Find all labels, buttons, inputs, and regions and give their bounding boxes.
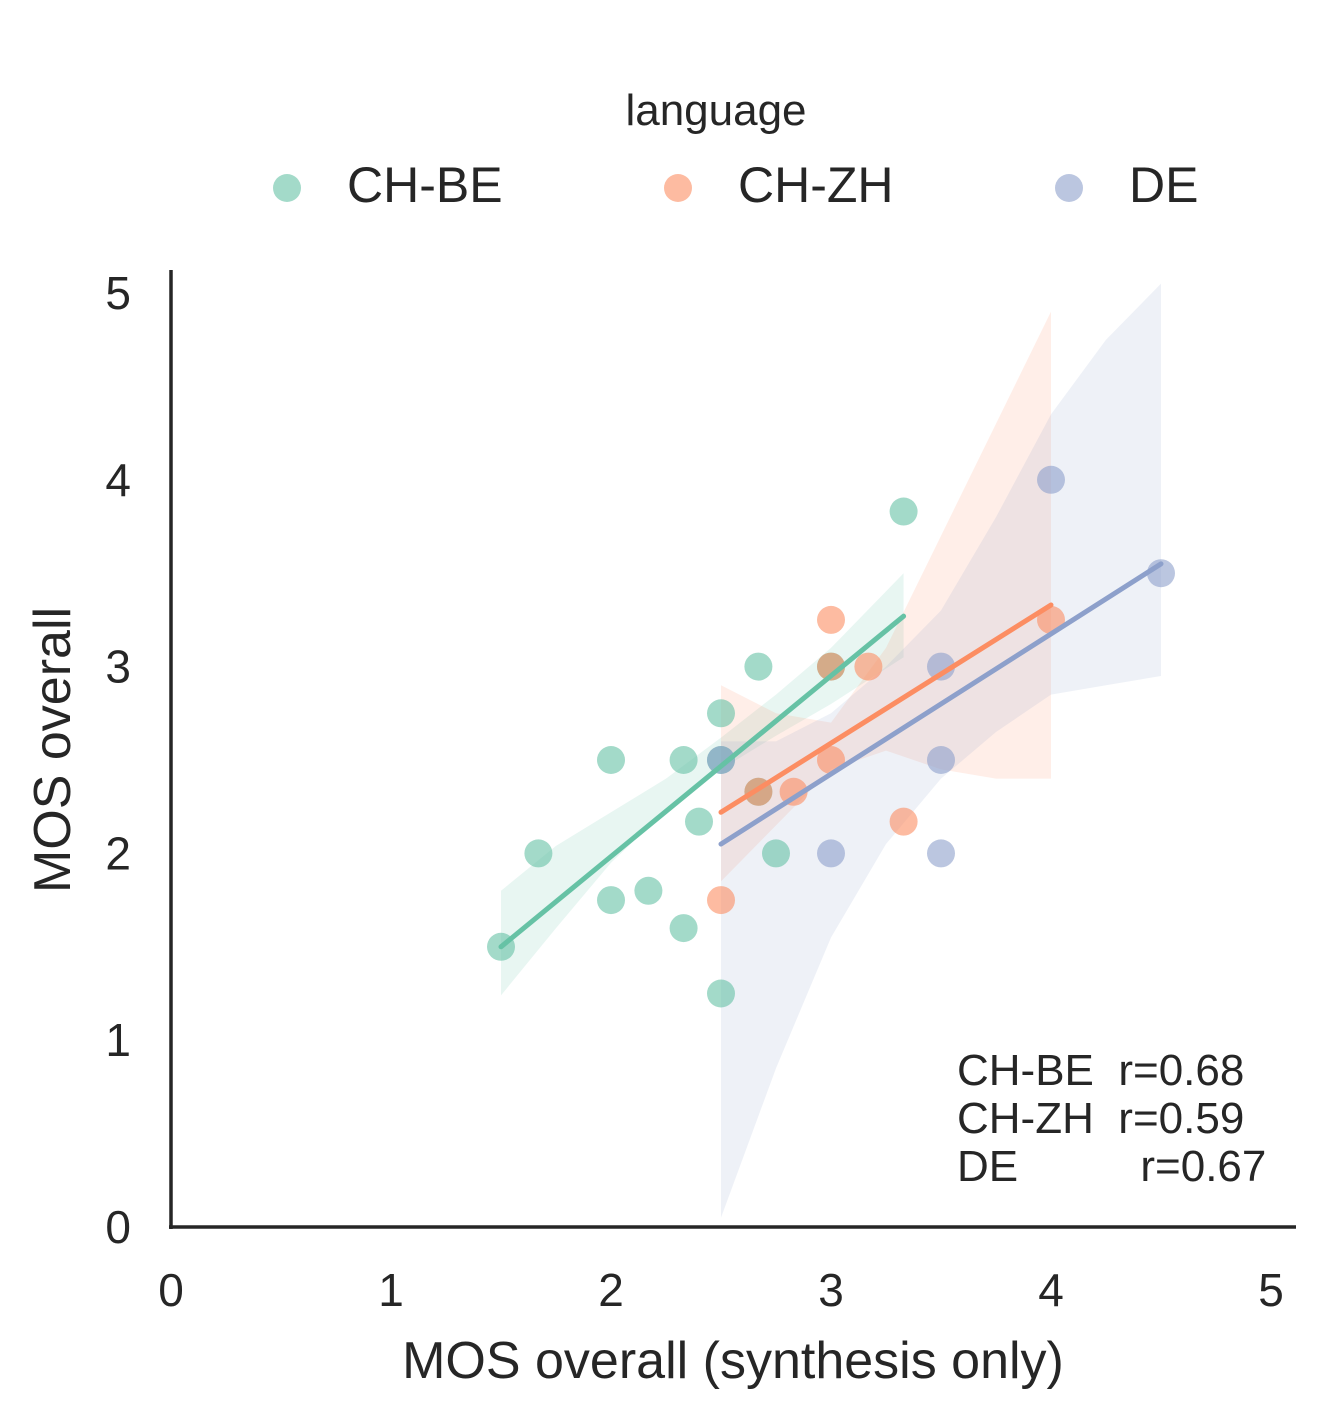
y-tick-label: 3 (105, 641, 131, 693)
fit-line-de (718, 561, 1164, 847)
point-de (927, 652, 955, 681)
data-points (487, 465, 1175, 1008)
x-axis-label: MOS overall (synthesis only) (402, 1332, 1064, 1390)
legend-title: language (625, 86, 806, 135)
point-ch-be (634, 876, 663, 905)
x-tick-label: 2 (598, 1264, 624, 1316)
y-tick-label: 2 (105, 827, 131, 879)
fit-line-ch-be (498, 613, 907, 950)
x-tick-label: 0 (158, 1264, 184, 1316)
r-label-ch-zh: CH-ZH r=0.59 (957, 1094, 1244, 1143)
y-tick-label: 1 (105, 1014, 131, 1066)
y-tick-label: 0 (105, 1201, 131, 1253)
r-label-ch-be: CH-BE r=0.68 (957, 1046, 1244, 1095)
point-de (707, 746, 735, 774)
point-ch-be (685, 807, 713, 836)
legend-marker-de (1055, 174, 1083, 202)
y-tick-labels: 0 1 2 3 4 5 (105, 267, 131, 1253)
x-tick-label: 5 (1258, 1264, 1284, 1316)
point-ch-zh (854, 652, 883, 681)
point-ch-zh (889, 807, 918, 836)
point-ch-be (744, 652, 773, 681)
legend-marker-ch-zh (664, 174, 692, 202)
ci-band-ch-be (501, 573, 904, 996)
legend-marker-ch-be (273, 174, 301, 202)
point-ch-be (889, 497, 918, 526)
r-label-de: DE r=0.67 (957, 1142, 1266, 1191)
legend-label-ch-zh: CH-ZH (738, 157, 894, 213)
point-ch-be (707, 979, 735, 1008)
ci-band-ch-zh (721, 311, 1051, 882)
point-ch-be (669, 914, 698, 943)
point-ch-be (762, 839, 790, 868)
y-tick-label: 5 (105, 267, 131, 319)
x-tick-labels: 0 1 2 3 4 5 (158, 1264, 1284, 1316)
point-ch-be (669, 746, 698, 774)
fit-line-ch-zh (718, 602, 1054, 815)
regression-lines (498, 561, 1164, 950)
point-de (1037, 465, 1065, 494)
point-ch-zh (779, 777, 808, 806)
point-ch-be (597, 886, 625, 915)
point-ch-be (524, 839, 553, 868)
axes: 0 1 2 3 4 5 0 1 2 3 4 5 MOS overall (synthesis onl… (24, 267, 1296, 1390)
point-de (927, 839, 955, 868)
legend: language CH-BE CH-ZH DE (273, 86, 1198, 213)
x-tick-label: 4 (1038, 1264, 1064, 1316)
x-tick-label: 3 (818, 1264, 844, 1316)
legend-label-ch-be: CH-BE (347, 157, 503, 213)
point-de (927, 746, 955, 774)
point-ch-zh (707, 886, 735, 915)
legend-label-de: DE (1129, 157, 1198, 213)
point-ch-be (707, 699, 735, 728)
point-ch-zh (817, 652, 845, 681)
y-axis-label: MOS overall (24, 607, 82, 893)
point-de (817, 839, 845, 868)
point-ch-zh (817, 605, 845, 634)
y-tick-label: 4 (105, 454, 131, 506)
point-ch-be (597, 746, 625, 774)
x-tick-label: 1 (378, 1264, 404, 1316)
